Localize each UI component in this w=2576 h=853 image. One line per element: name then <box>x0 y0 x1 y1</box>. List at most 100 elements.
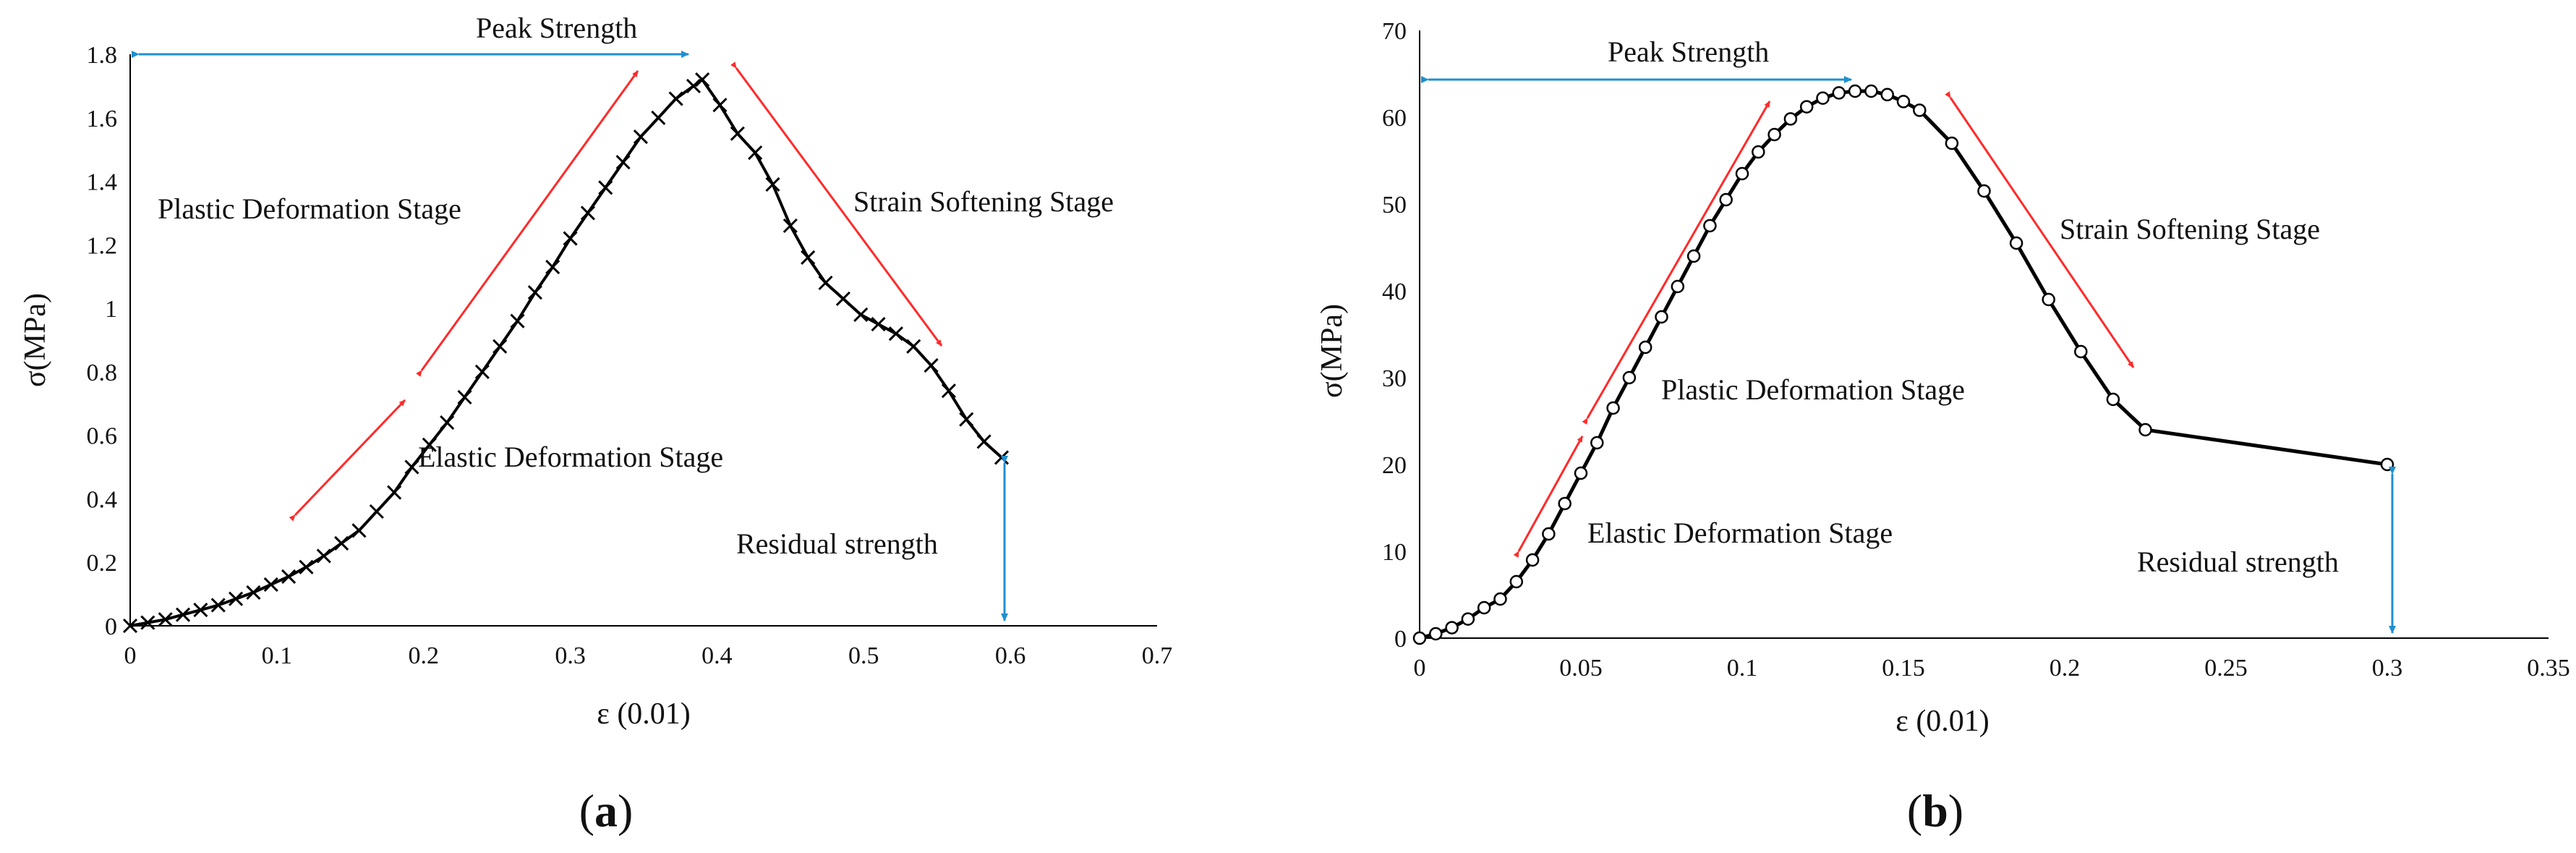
panel-a-y-tick-label: 1 <box>105 296 117 323</box>
panel-b-data-point <box>1864 84 1878 98</box>
panel-a-x-tick-label: 0 <box>124 642 137 669</box>
panel-a-data-point <box>210 598 226 613</box>
panel-b-x-tick-label: 0 <box>1414 655 1426 682</box>
panel-b-x-tick-label: 0.3 <box>2372 655 2403 682</box>
panel-a-softening-stage-label: Strain Softening Stage <box>853 185 1114 218</box>
panel-b-data-point <box>1542 527 1556 541</box>
panel-b-data-point <box>1977 184 1991 198</box>
panel-a-y-tick-label: 0.8 <box>87 360 118 386</box>
panel-a-data-point <box>976 434 991 449</box>
panel-b-data-point <box>1461 612 1475 626</box>
panel-a-y-tick-label: 0.6 <box>87 423 118 450</box>
panel-a-data-point <box>246 585 261 600</box>
panel-a-softening-stage-arrow <box>730 61 943 347</box>
panel-a-data-point <box>281 569 297 585</box>
panel-b-peak-strength-label: Peak Strength <box>1608 35 1769 68</box>
panel-a-x-tick-label: 0.2 <box>408 642 439 669</box>
panel-a-x-axis-title: ε (0.01) <box>597 697 691 731</box>
panel-b-x-axis-title: ε (0.01) <box>1895 705 1989 738</box>
panel-b-data-point <box>1913 103 1927 117</box>
panel-a-data-point <box>730 126 745 141</box>
panel-a-data-point <box>369 504 384 519</box>
panel-b-data-point <box>1574 466 1588 480</box>
panel-b-residual-strength-label: Residual strength <box>2137 546 2339 578</box>
panel-b-elastic-stage-arrow <box>1513 436 1584 558</box>
panel-b-data-point <box>1655 310 1668 324</box>
panel-b-data-point <box>1848 84 1862 98</box>
panel-b-data-point <box>1896 95 1911 109</box>
panel-a-data-point <box>871 316 886 332</box>
panel-b-y-tick-label: 50 <box>1382 192 1407 218</box>
panel-a: 0 0.2 0.4 0.6 0.8 1 1.2 1.4 1.6 1.8 0 0.1 0.2 0.3 0.4… <box>19 12 1172 836</box>
panel-a-data-point <box>668 91 683 106</box>
panel-a-data-point <box>598 180 613 195</box>
panel-b-plastic-stage-arrow <box>1582 101 1771 425</box>
panel-a-elastic-stage-label: Elastic Deformation Stage <box>418 441 723 473</box>
panel-a-data-point <box>140 615 155 630</box>
panel-a-data-point <box>633 130 649 145</box>
panel-b-data-point <box>1719 192 1733 207</box>
panel-a-label: (a) <box>579 785 634 836</box>
panel-a-data-point <box>888 326 903 341</box>
panel-b-y-ticks: 0 10 20 30 40 50 60 70 <box>1382 18 1407 653</box>
panel-a-y-tick-label: 0 <box>105 614 117 640</box>
panel-b-data-point <box>1429 627 1443 641</box>
panel-a-y-axis-title: σ(MPa) <box>19 293 52 387</box>
panel-a-data-point <box>527 285 542 300</box>
panel-b-data-point <box>1622 370 1637 385</box>
panel-b-x-ticks: 0 0.05 0.1 0.15 0.2 0.25 0.3 0.35 <box>1414 655 2570 682</box>
panel-a-data-point <box>835 291 850 307</box>
panel-a-data-point <box>924 358 939 373</box>
panel-b-data-point <box>1445 621 1459 635</box>
panel-a-data-point <box>404 459 419 475</box>
panel-b-data-point <box>1525 553 1540 567</box>
panel-a-residual-strength-label: Residual strength <box>736 527 938 560</box>
panel-a-y-tick-label: 1.2 <box>87 232 118 259</box>
panel-a-data-point <box>316 548 331 564</box>
panel-b-data-point <box>1783 112 1798 126</box>
panel-a-plastic-stage-arrow <box>416 70 639 377</box>
panel-b-y-tick-label: 0 <box>1394 626 1407 653</box>
panel-a-elastic-stage-arrow <box>289 399 406 522</box>
panel-b-data-point <box>1686 249 1701 263</box>
panel-a-data-point <box>299 559 314 574</box>
panel-a-data-point <box>765 177 780 192</box>
panel-a-data-point <box>334 535 349 551</box>
panel-a-data-point <box>122 618 138 634</box>
panel-a-data-point <box>175 607 191 622</box>
panel-a-x-tick-label: 0.1 <box>262 642 293 669</box>
panel-b-x-tick-label: 0.2 <box>2050 655 2081 682</box>
panel-b-data-point <box>1816 91 1830 105</box>
panel-a-x-ticks: 0 0.1 0.2 0.3 0.4 0.5 0.6 0.7 <box>124 642 1173 669</box>
panel-a-data-point <box>193 602 208 618</box>
panel-b: 0 10 20 30 40 50 60 70 0 0.05 0.1 0.15 0.2 0.25 0.3 0.… <box>1315 18 2570 836</box>
panel-a-data-point <box>440 415 455 430</box>
panel-b-plastic-stage-label: Plastic Deformation Stage <box>1661 373 1965 406</box>
panel-a-x-tick-label: 0.5 <box>848 642 879 669</box>
panel-b-data-point <box>1412 631 1427 645</box>
panel-a-x-tick-label: 0.6 <box>995 642 1026 669</box>
panel-a-data-point <box>818 275 833 291</box>
panel-b-label-letter: b <box>1922 785 1948 836</box>
panel-b-data-point <box>1799 100 1814 114</box>
panel-b-data-point <box>1493 592 1507 606</box>
panel-b-data-point <box>1703 218 1717 233</box>
panel-a-data-point <box>695 72 710 88</box>
panel-b-data-point <box>1880 88 1894 102</box>
panel-a-data-point <box>906 339 921 354</box>
panel-b-data-point <box>1671 279 1685 294</box>
panel-a-data-point <box>545 259 560 275</box>
panel-a-plastic-stage-label: Plastic Deformation Stage <box>158 192 461 225</box>
panel-b-x-tick-label: 0.05 <box>1559 655 1603 682</box>
panel-a-y-tick-label: 0.2 <box>87 550 118 577</box>
panel-b-y-tick-label: 10 <box>1382 539 1407 566</box>
panel-a-data-point <box>474 364 490 379</box>
panel-a-data-point <box>387 485 402 500</box>
panel-a-data-point <box>994 450 1010 465</box>
panel-b-data-point <box>1945 136 1959 150</box>
panel-a-y-tick-label: 1.8 <box>87 42 118 69</box>
panel-a-data-point <box>941 383 957 399</box>
panel-b-elastic-stage-label: Elastic Deformation Stage <box>1587 517 1893 549</box>
panel-a-data-point <box>158 612 173 627</box>
